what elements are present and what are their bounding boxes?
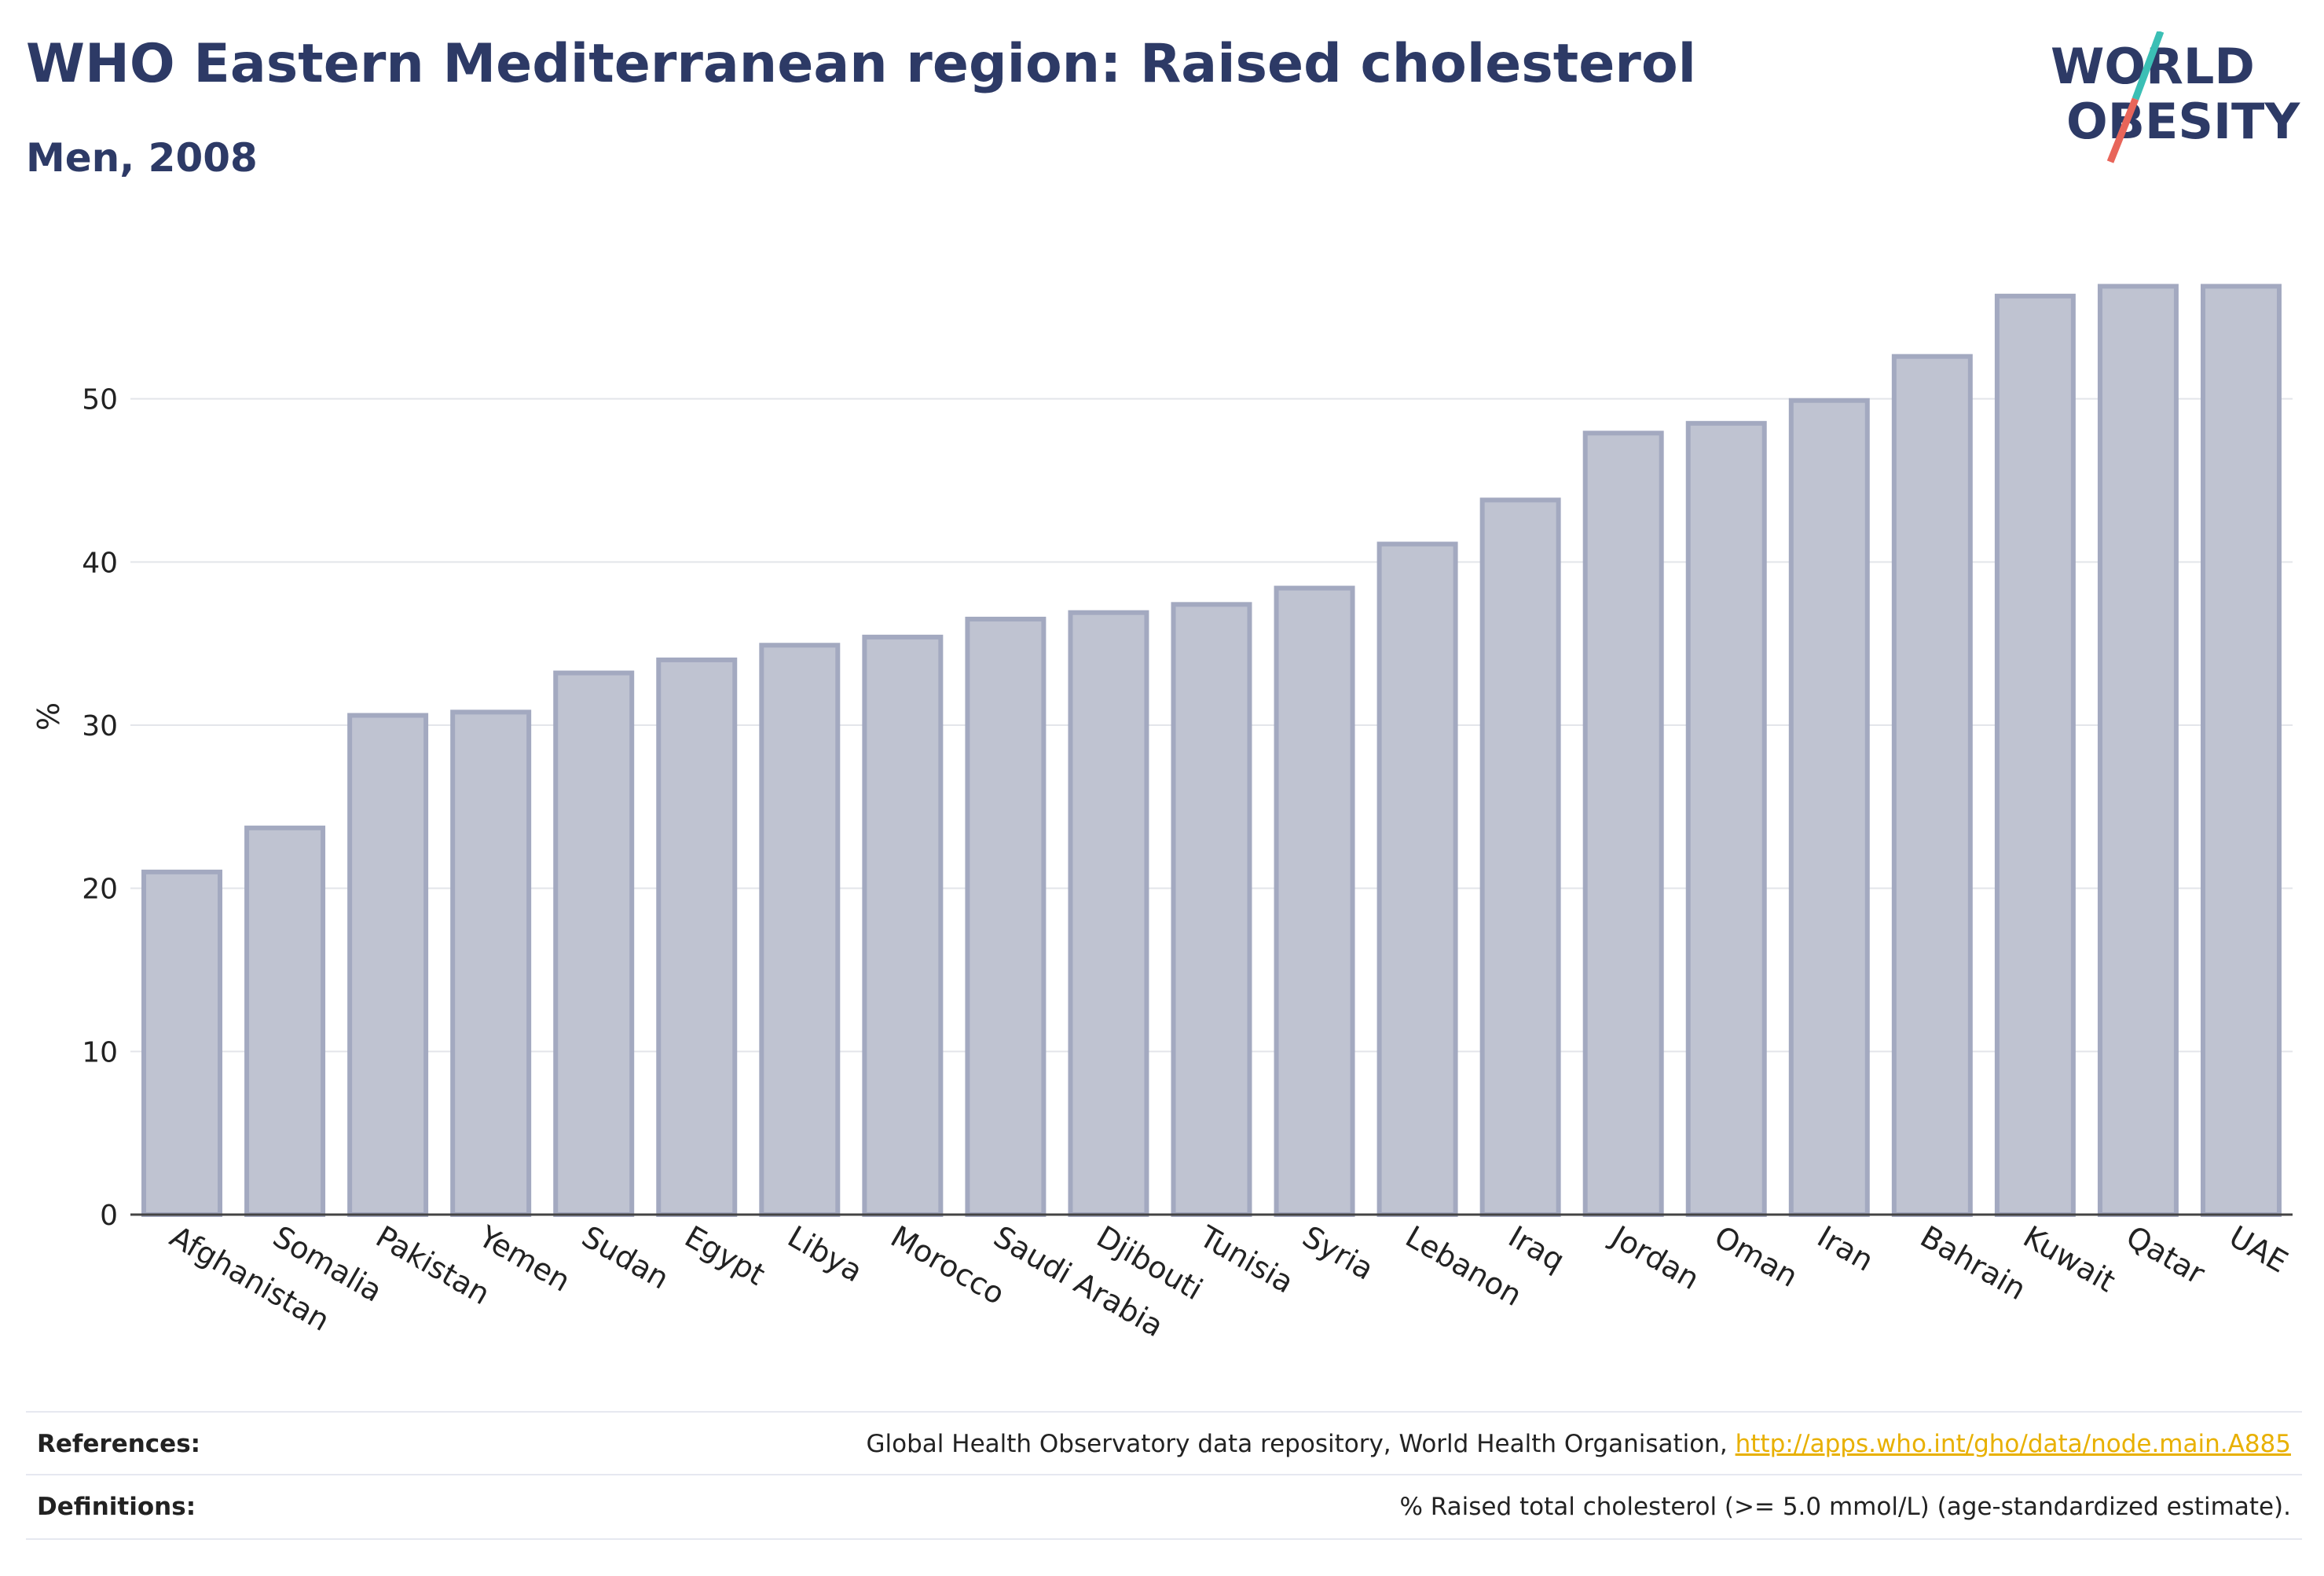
references-value: Global Health Observatory data repositor… (867, 1430, 2302, 1458)
bar-jordan[interactable] (1582, 431, 1664, 1217)
bar-somalia[interactable] (244, 825, 326, 1217)
y-tick-label: 50 (82, 384, 118, 416)
references-label: References: (37, 1430, 201, 1458)
bar-libya[interactable] (759, 643, 841, 1217)
y-axis-title: % (31, 702, 66, 731)
bar-morocco[interactable] (862, 634, 944, 1217)
bar-chart: 0 10 20 30 40 50 AfghanistanSomaliaPakistanYe… (31, 284, 2293, 1344)
x-tick-label: Pakistan (370, 1219, 496, 1312)
bar-iraq[interactable] (1479, 497, 1561, 1217)
bar-saudi-arabia[interactable] (965, 617, 1047, 1217)
bar-syria[interactable] (1274, 585, 1355, 1217)
x-tick-label: Oman (1709, 1219, 1804, 1294)
bar-qatar[interactable] (2097, 284, 2179, 1217)
chart-title: WHO Eastern Mediterranean region: Raised… (26, 33, 1696, 95)
bar-afghanistan[interactable] (141, 869, 223, 1218)
bar-uae[interactable] (2200, 284, 2282, 1217)
bar-bahrain[interactable] (1891, 354, 1973, 1217)
y-tick-label: 30 (82, 710, 118, 742)
logo-slash-bottom (2106, 97, 2139, 163)
chart-subtitle: Men, 2008 (26, 135, 258, 181)
y-tick-label: 0 (100, 1200, 118, 1232)
definitions-value: % Raised total cholesterol (>= 5.0 mmol/… (1399, 1493, 2291, 1521)
x-tick-label: Egypt (679, 1219, 771, 1292)
x-tick-label: Jordan (1604, 1219, 1705, 1297)
bars (141, 284, 2282, 1218)
references-link[interactable]: http://apps.who.int/gho/data/node.main.A… (1735, 1430, 2291, 1458)
bar-iran[interactable] (1788, 398, 1870, 1218)
bar-sudan[interactable] (553, 670, 635, 1217)
bar-pakistan[interactable] (347, 713, 429, 1217)
bar-djibouti[interactable] (1068, 610, 1149, 1217)
bar-oman[interactable] (1685, 420, 1767, 1217)
definitions-row: Definitions: % Raised total cholesterol … (26, 1474, 2302, 1540)
world-obesity-logo: WORLD OBESITY (2051, 31, 2300, 163)
y-tick-label: 40 (82, 547, 118, 579)
x-tick-label: Qatar (2121, 1219, 2211, 1292)
y-tick-labels: 0 10 20 30 40 50 (82, 384, 118, 1232)
x-tick-label: Lebanon (1400, 1219, 1528, 1313)
logo-slash-top (2132, 31, 2165, 101)
definitions-label: Definitions: (37, 1493, 196, 1521)
x-tick-label: UAE (2223, 1219, 2293, 1280)
y-tick-label: 20 (82, 874, 118, 906)
references-row: References: Global Health Observatory da… (26, 1411, 2302, 1475)
bar-lebanon[interactable] (1376, 541, 1458, 1217)
logo-line-2: OBESITY (2066, 93, 2300, 150)
x-tick-label: Libya (782, 1219, 868, 1289)
x-tick-label: Iran (1812, 1219, 1879, 1278)
x-tick-label: Sudan (576, 1219, 675, 1296)
bar-egypt[interactable] (656, 657, 738, 1217)
x-tick-label: Iraq (1503, 1219, 1571, 1278)
bar-yemen[interactable] (450, 709, 532, 1217)
bar-kuwait[interactable] (1994, 293, 2076, 1217)
x-tick-label: Tunisia (1193, 1219, 1299, 1300)
x-tick-label: Kuwait (2018, 1219, 2121, 1299)
x-tick-label: Syria (1297, 1219, 1380, 1287)
references-text: Global Health Observatory data repositor… (866, 1430, 1736, 1458)
x-tick-label: Morocco (885, 1219, 1010, 1312)
y-tick-label: 10 (82, 1036, 118, 1068)
bar-tunisia[interactable] (1171, 602, 1252, 1217)
x-tick-label: Bahrain (1915, 1219, 2032, 1307)
